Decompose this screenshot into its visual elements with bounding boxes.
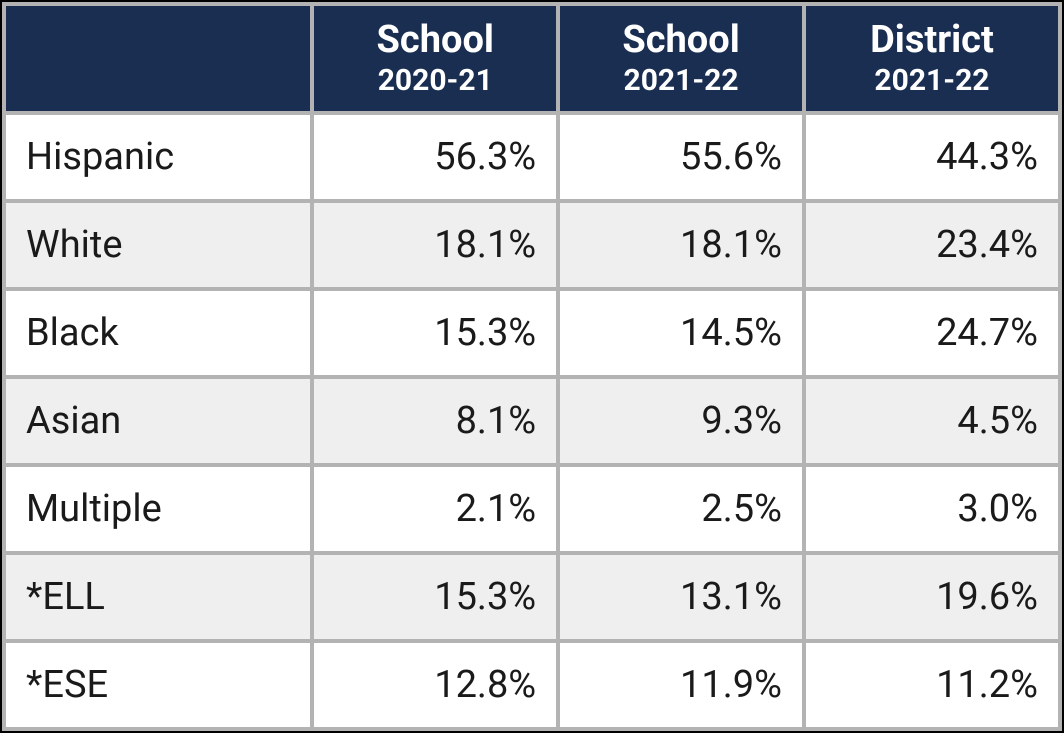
row-value: 15.3%: [314, 291, 556, 375]
row-value: 56.3%: [314, 115, 556, 199]
row-value: 44.3%: [806, 115, 1058, 199]
row-value: 11.2%: [806, 643, 1058, 727]
table-row: Hispanic 56.3% 55.6% 44.3%: [6, 115, 1058, 199]
header-col-3: District 2021-22: [806, 6, 1058, 111]
row-value: 18.1%: [560, 203, 802, 287]
row-value: 11.9%: [560, 643, 802, 727]
row-value: 8.1%: [314, 379, 556, 463]
header-main-1: School: [330, 20, 540, 62]
row-value: 13.1%: [560, 555, 802, 639]
header-main-3: District: [822, 20, 1042, 62]
row-label: White: [6, 203, 310, 287]
header-main-2: School: [576, 20, 786, 62]
row-value: 24.7%: [806, 291, 1058, 375]
row-value: 2.5%: [560, 467, 802, 551]
table-row: White 18.1% 18.1% 23.4%: [6, 203, 1058, 287]
row-label: *ESE: [6, 643, 310, 727]
row-label: Hispanic: [6, 115, 310, 199]
table-row: *ESE 12.8% 11.9% 11.2%: [6, 643, 1058, 727]
header-col-1: School 2020-21: [314, 6, 556, 111]
header-sub-1: 2020-21: [330, 64, 540, 97]
row-value: 3.0%: [806, 467, 1058, 551]
row-value: 23.4%: [806, 203, 1058, 287]
row-value: 2.1%: [314, 467, 556, 551]
row-value: 55.6%: [560, 115, 802, 199]
row-label: Asian: [6, 379, 310, 463]
table-row: Asian 8.1% 9.3% 4.5%: [6, 379, 1058, 463]
table-row: Multiple 2.1% 2.5% 3.0%: [6, 467, 1058, 551]
demographics-table: School 2020-21 School 2021-22 District 2…: [2, 2, 1062, 731]
header-row: School 2020-21 School 2021-22 District 2…: [6, 6, 1058, 111]
demographics-table-container: School 2020-21 School 2021-22 District 2…: [2, 2, 1062, 731]
header-col-2: School 2021-22: [560, 6, 802, 111]
row-value: 18.1%: [314, 203, 556, 287]
row-label: Black: [6, 291, 310, 375]
row-value: 15.3%: [314, 555, 556, 639]
row-value: 12.8%: [314, 643, 556, 727]
table-row: *ELL 15.3% 13.1% 19.6%: [6, 555, 1058, 639]
row-value: 14.5%: [560, 291, 802, 375]
row-label: *ELL: [6, 555, 310, 639]
row-value: 19.6%: [806, 555, 1058, 639]
table-body: Hispanic 56.3% 55.6% 44.3% White 18.1% 1…: [6, 115, 1058, 727]
row-label: Multiple: [6, 467, 310, 551]
table-row: Black 15.3% 14.5% 24.7%: [6, 291, 1058, 375]
header-corner: [6, 6, 310, 111]
header-sub-3: 2021-22: [822, 64, 1042, 97]
row-value: 9.3%: [560, 379, 802, 463]
row-value: 4.5%: [806, 379, 1058, 463]
header-sub-2: 2021-22: [576, 64, 786, 97]
